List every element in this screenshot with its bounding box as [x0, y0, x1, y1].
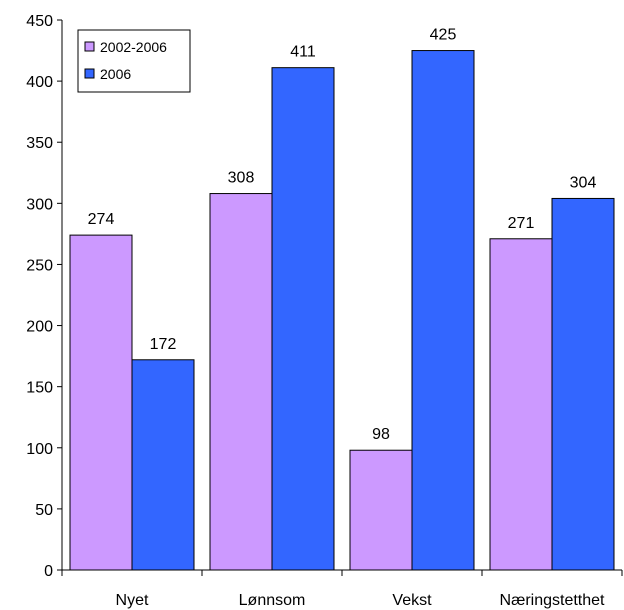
data-label: 98 [372, 426, 390, 443]
bars [69, 50, 615, 571]
data-label: 411 [290, 44, 316, 61]
data-label: 274 [88, 211, 115, 228]
legend-swatch [84, 41, 95, 52]
legend-label: 2002-2006 [100, 39, 167, 55]
y-tick-label: 350 [26, 135, 53, 152]
y-tick-label: 100 [26, 441, 53, 458]
bar [349, 449, 413, 571]
data-labels: 274 172 308 411 98 425 271 304 [88, 27, 597, 444]
legend-label: 2006 [100, 66, 131, 82]
bar [271, 67, 335, 571]
data-label: 308 [228, 170, 255, 187]
bar [411, 50, 475, 571]
x-tick-label: Næringstetthet [500, 592, 605, 609]
data-label: 172 [150, 336, 177, 353]
legend-box [77, 29, 191, 93]
bar [131, 359, 195, 571]
data-label: 304 [570, 174, 597, 191]
x-tick-label: Nyet [116, 592, 149, 609]
y-tick-label: 250 [26, 257, 53, 274]
legend: 2002-2006 2006 [77, 29, 191, 93]
data-label: 425 [430, 27, 457, 44]
legend-swatch [84, 68, 95, 79]
bar [209, 193, 273, 571]
y-tick-label: 200 [26, 319, 53, 336]
bar [489, 238, 553, 571]
axes: 0 50 100 150 200 250 300 350 400 450 Nyet Lønnsom Ve… [26, 13, 623, 609]
data-label: 271 [508, 215, 535, 232]
bar [551, 197, 615, 571]
y-tick-label: 0 [44, 563, 53, 580]
y-tick-label: 150 [26, 380, 53, 397]
x-tick-label: Vekst [392, 592, 432, 609]
y-tick-label: 400 [26, 74, 53, 91]
x-tick-label: Lønnsom [239, 592, 306, 609]
y-tick-label: 50 [35, 502, 53, 519]
y-tick-label: 450 [26, 13, 53, 30]
y-tick-label: 300 [26, 196, 53, 213]
bar [69, 234, 133, 571]
